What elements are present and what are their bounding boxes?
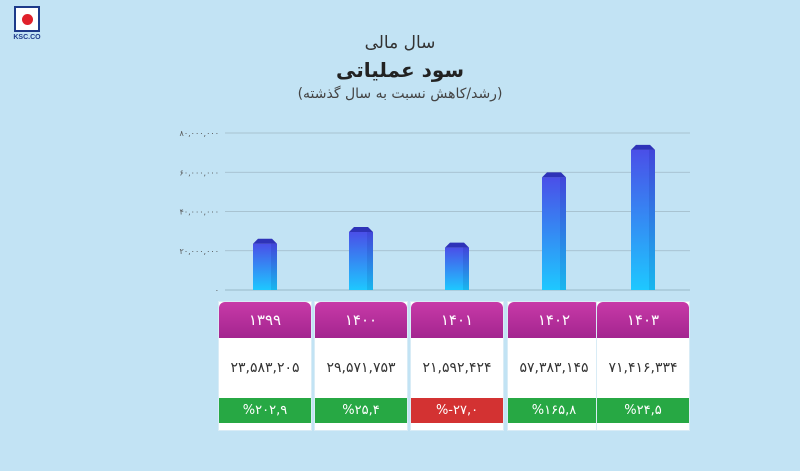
chart-subtitle: (رشد/کاهش نسبت به سال گذشته)	[297, 86, 503, 102]
bar	[542, 172, 566, 290]
value-label: ۲۳,۵۸۳,۲۰۵	[230, 360, 300, 376]
logo-text: KSC.CO	[13, 34, 41, 41]
data-column: ۱۴۰۳ ۷۱,۴۱۶,۳۳۴ %۲۴,۵	[597, 302, 689, 430]
value-label: ۲۹,۵۷۱,۷۵۳	[326, 360, 396, 376]
bar-side	[463, 247, 469, 290]
bar-side	[367, 231, 373, 290]
bar-side	[560, 177, 566, 290]
logo: KSC.CO	[8, 6, 46, 41]
bar-top	[349, 226, 373, 232]
year-label: ۱۳۹۹	[219, 302, 311, 338]
year-label: ۱۴۰۰	[315, 302, 407, 338]
logo-icon	[14, 6, 40, 32]
year-label: ۱۴۰۱	[411, 302, 503, 338]
bar-top	[253, 238, 277, 244]
value-label: ۲۱,۵۹۲,۴۲۴	[422, 360, 492, 376]
data-column: ۱۴۰۲ ۵۷,۳۸۳,۱۴۵ %۱۶۵,۸	[508, 302, 600, 430]
bar	[445, 242, 469, 290]
bar-top	[445, 242, 469, 248]
bar	[253, 238, 277, 290]
data-column: ۱۴۰۱ ۲۱,۵۹۲,۴۲۴ %-۲۷,۰	[411, 302, 503, 430]
growth-badge: %۲۵,۴	[315, 398, 407, 423]
bar	[631, 144, 655, 290]
value-label: ۵۷,۳۸۳,۱۴۵	[519, 360, 589, 376]
bar-side	[271, 243, 277, 290]
chart-title: سود عملیاتی	[335, 58, 465, 82]
growth-badge: %۱۶۵,۸	[508, 398, 600, 423]
bar	[349, 226, 373, 290]
year-label: ۱۴۰۳	[597, 302, 689, 338]
chart-title-line1: سال مالی	[364, 33, 436, 53]
y-tick-label: ۰	[215, 286, 219, 295]
growth-badge: %-۲۷,۰	[411, 398, 503, 423]
year-label: ۱۴۰۲	[508, 302, 600, 338]
bar-top	[631, 144, 655, 150]
y-tick-label: ۴۰,۰۰۰,۰۰۰	[180, 208, 219, 217]
data-column: ۱۳۹۹ ۲۳,۵۸۳,۲۰۵ %۲۰۲,۹	[219, 302, 311, 430]
y-tick-label: ۶۰,۰۰۰,۰۰۰	[180, 168, 219, 177]
value-label: ۷۱,۴۱۶,۳۳۴	[608, 360, 678, 376]
growth-badge: %۲۴,۵	[597, 398, 689, 423]
y-tick-label: ۲۰,۰۰۰,۰۰۰	[180, 247, 219, 256]
data-column: ۱۴۰۰ ۲۹,۵۷۱,۷۵۳ %۲۵,۴	[315, 302, 407, 430]
growth-badge: %۲۰۲,۹	[219, 398, 311, 423]
bar-top	[542, 172, 566, 178]
y-tick-label: ۸۰,۰۰۰,۰۰۰	[180, 129, 219, 138]
bar-side	[649, 149, 655, 290]
